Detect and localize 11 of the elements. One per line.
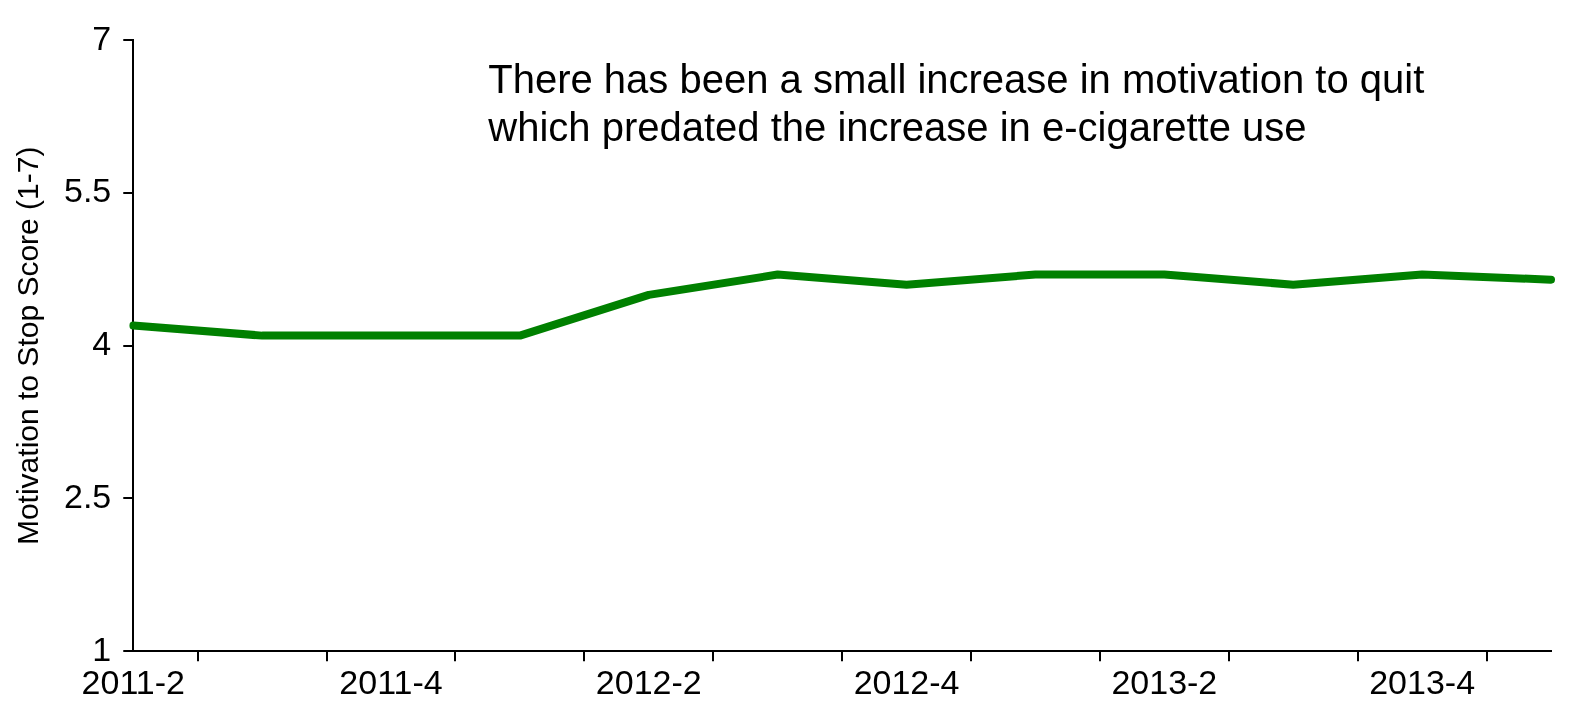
y-tick-label: 4 [92,324,112,363]
x-tick-label: 2012-2 [595,662,702,701]
x-tick-label: 2013-2 [1111,662,1218,701]
y-tick-label: 5.5 [64,171,112,210]
annotation: There has been a small increase in motivation to quit which predated the increase in e-cigarette use [487,57,1425,150]
y-tick-label: 2.5 [64,476,112,515]
x-tick-label: 2013-4 [1369,662,1476,701]
x-tick-label: 2011-4 [339,662,443,701]
y-tick-label: 7 [92,18,112,57]
y-axis-title: Motivation to Stop Score (1-7) [11,146,45,546]
x-tick-label: 2012-4 [853,662,960,701]
